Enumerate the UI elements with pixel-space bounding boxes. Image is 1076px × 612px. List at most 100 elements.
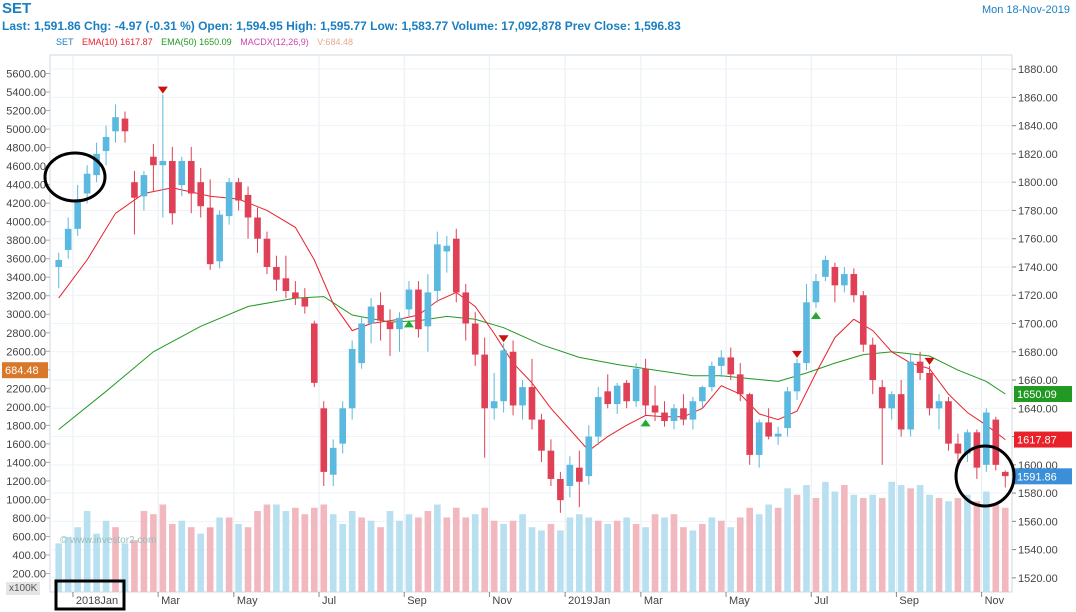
candle-body (651, 405, 659, 413)
candle-body (623, 382, 630, 402)
volume-bar (462, 517, 470, 592)
candle-body (396, 317, 403, 330)
price-tick-label: 1700.00 (1018, 319, 1058, 331)
volume-bar (585, 517, 593, 592)
candle-body (434, 244, 441, 291)
annotation-box-2018jan (54, 579, 126, 611)
candle-body (585, 436, 593, 477)
candle-body (386, 322, 394, 330)
volume-bar (793, 494, 801, 592)
candle-body (121, 118, 129, 132)
volume-bar (538, 530, 545, 592)
legend-ema50: EMA(50) 1650.09 (161, 37, 232, 47)
x-tick-label: May (237, 595, 258, 607)
candle-body (632, 368, 640, 402)
legend-macd: MACDX(12,26,9) (240, 37, 309, 47)
candle-body (462, 292, 470, 324)
watermark: © www.investor2.com (60, 535, 157, 546)
volume-bar (661, 517, 668, 592)
candle-body (699, 387, 706, 402)
candle-body (490, 401, 498, 409)
legend-ema10-label: EMA(10) (82, 37, 118, 47)
candle-body (273, 266, 280, 280)
candle-body (320, 408, 328, 472)
volume-value-tag-bg (2, 362, 48, 379)
volume-tick-label: 3200.00 (6, 291, 46, 303)
x-tick-label: May (729, 595, 750, 607)
annotation-circle-2018 (43, 151, 107, 203)
volume-bar (102, 520, 110, 592)
volume-bar (424, 510, 432, 592)
candle-body (415, 289, 422, 330)
volume-bar (443, 517, 451, 592)
volume-bar (822, 481, 829, 592)
volume-bar (689, 530, 697, 592)
candle-body (112, 117, 119, 132)
price-tick-label: 1660.00 (1018, 375, 1058, 387)
price-tick-label: 1680.00 (1018, 347, 1058, 359)
volume-tick-label: 1400.00 (6, 457, 46, 469)
volume-tick-label: 5000.00 (6, 124, 46, 136)
x-tick-label: 2018Jan (76, 595, 118, 607)
volume-bar (169, 523, 176, 592)
volume-bar (774, 507, 782, 592)
volume-bar (273, 504, 280, 592)
candle-body (405, 289, 413, 310)
volume-bar (206, 527, 214, 592)
candle-body (329, 447, 337, 475)
volume-bar (358, 517, 365, 592)
volume-bar (452, 507, 460, 592)
price-tick-label: 1580.00 (1018, 488, 1058, 500)
volume-tick-label: 1000.00 (6, 494, 46, 506)
candle-body (500, 350, 507, 402)
volume-bar (907, 488, 914, 592)
volume-bar (339, 523, 347, 592)
candle-body (235, 182, 242, 201)
candle-body (841, 274, 848, 286)
volume-bar (859, 498, 867, 592)
candle-body (509, 351, 517, 406)
candle-body (604, 391, 612, 405)
volume-tick-label: 4200.00 (6, 198, 46, 210)
candle-body (926, 372, 933, 409)
candle-body (755, 422, 763, 455)
symbol-title: SET (2, 0, 32, 17)
volume-bar (670, 514, 678, 592)
volume-bar (528, 527, 536, 592)
candle-body (216, 214, 223, 262)
candle-body (803, 302, 810, 364)
legend-symbol: SET (56, 37, 74, 47)
volume-bar (888, 481, 895, 592)
candle-body (377, 305, 384, 321)
volume-value-tag: 684.48 (5, 365, 39, 377)
candle-body (897, 394, 905, 430)
volume-tick-label: 400.00 (12, 550, 46, 562)
volume-tick-label: 5400.00 (6, 87, 46, 99)
candle-body (907, 361, 914, 430)
candle-body (547, 450, 555, 479)
candle-body (736, 374, 744, 395)
volume-bar (64, 536, 72, 592)
volume-bar (292, 507, 299, 592)
ema10-value-tag: 1617.87 (1017, 435, 1057, 447)
sell-signal-marker (924, 357, 935, 365)
volume-bar (301, 514, 309, 592)
volume-bar (983, 491, 990, 592)
volume-tick-label: 2200.00 (6, 383, 46, 395)
volume-tick-label: 5200.00 (6, 106, 46, 118)
legend-ema10: EMA(10) 1617.87 (82, 37, 153, 47)
sell-signal-marker (157, 86, 168, 94)
volume-tick-label: 3400.00 (6, 272, 46, 284)
candle-body (301, 298, 309, 307)
volume-bar (197, 533, 205, 592)
volume-bar (576, 514, 583, 592)
chart-header: SET Mon 18-Nov-2019 Last: 1,591.86 Chg: … (0, 0, 1076, 36)
volume-bar (74, 527, 81, 592)
candle-body (878, 387, 886, 409)
volume-bar (405, 514, 413, 592)
price-tick-label: 1540.00 (1018, 545, 1058, 557)
volume-tick-label: 4000.00 (6, 217, 46, 229)
volume-tick-label: 3600.00 (6, 254, 46, 266)
x-tick-label: Sep (407, 595, 427, 607)
